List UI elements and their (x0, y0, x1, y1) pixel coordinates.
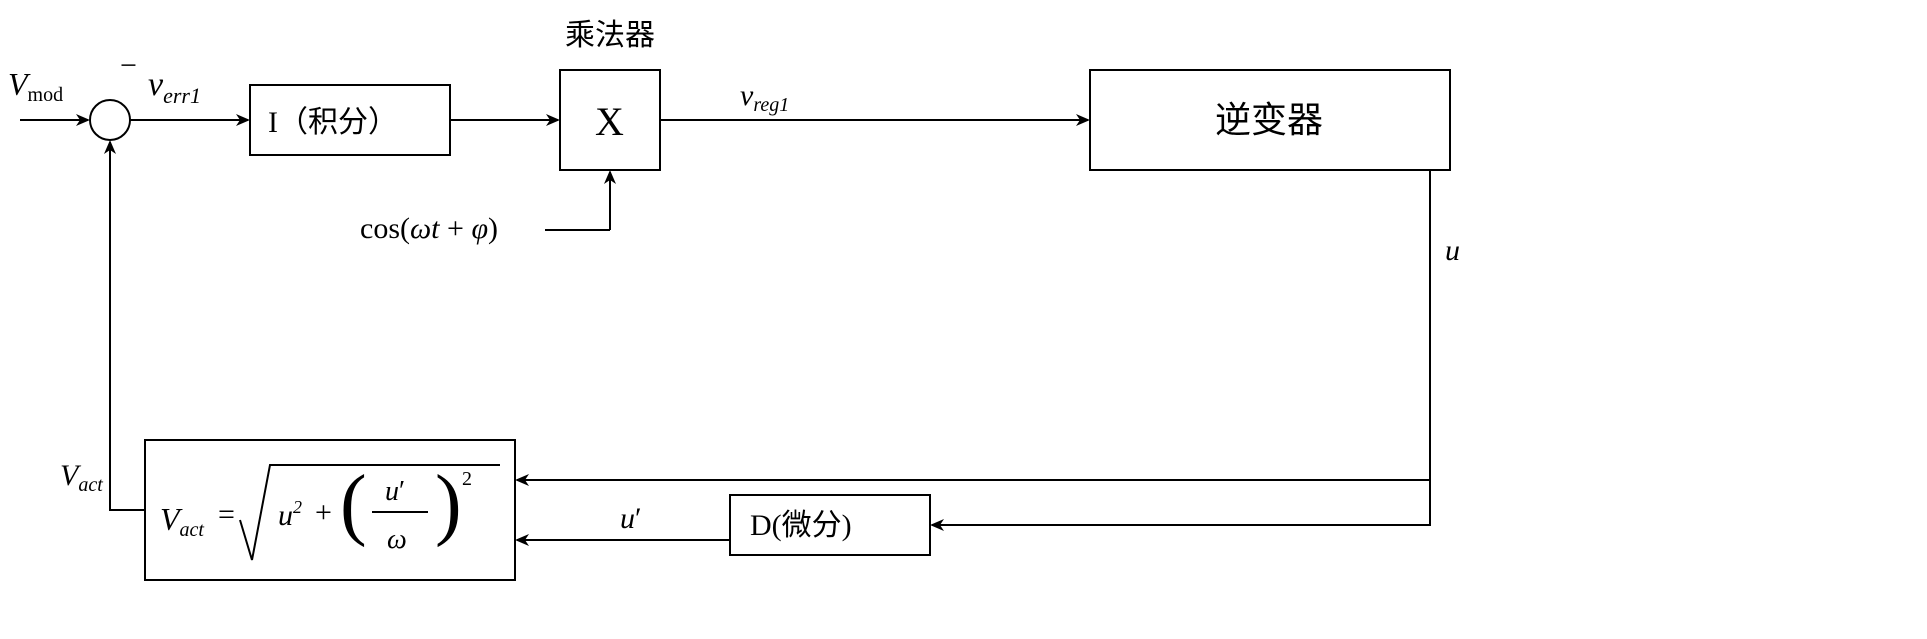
vact-label: Vact (60, 459, 103, 496)
svg-text:=: = (218, 498, 235, 531)
svg-text:u′: u′ (385, 476, 405, 507)
verr1-label: verr1 (148, 66, 201, 108)
uprime-label: u′ (620, 502, 642, 535)
edge-feedback (110, 142, 145, 510)
svg-text:2: 2 (462, 468, 472, 490)
svg-text:+: + (315, 496, 332, 529)
u-label: u (1445, 234, 1460, 267)
inverter-label: 逆变器 (1215, 100, 1323, 140)
svg-text:ω: ω (387, 524, 407, 555)
vreg1-label: vreg1 (740, 79, 789, 116)
svg-text:(: ( (340, 460, 367, 548)
multiplier-x: X (595, 99, 624, 144)
summing-junction (90, 100, 130, 140)
derivative-label: D(微分) (750, 509, 852, 542)
minus-label: − (120, 49, 137, 82)
svg-text:): ) (435, 460, 462, 548)
integral-label: I（积分） (268, 106, 398, 139)
svg-text:cos(ωt + φ): cos(ωt + φ) (360, 212, 498, 245)
cos-label: cos(ωt + φ) (360, 212, 610, 245)
multiplier-title: 乘法器 (565, 19, 655, 52)
edge-u-to-deriv (932, 480, 1430, 525)
vmod-label: Vmod (8, 66, 63, 106)
